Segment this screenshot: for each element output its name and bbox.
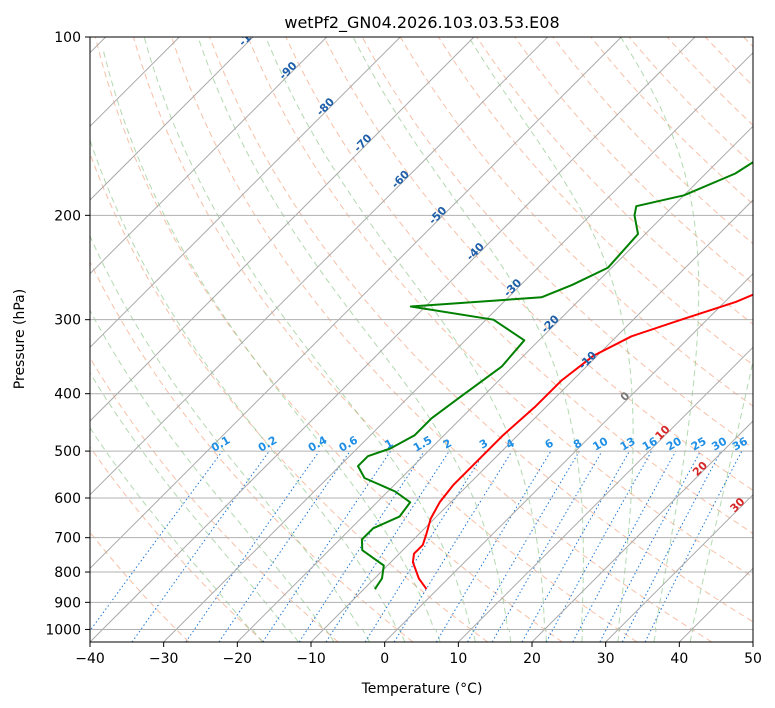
x-tick-label: −10 bbox=[296, 651, 326, 667]
y-tick-label: 100 bbox=[54, 30, 81, 46]
isotherm-label: -100 bbox=[236, 20, 265, 49]
x-tick-label: 40 bbox=[670, 651, 688, 667]
dewpoint-line bbox=[357, 161, 753, 590]
x-tick-label: −30 bbox=[149, 651, 179, 667]
y-tick-label: 600 bbox=[54, 491, 81, 507]
y-tick-label: 500 bbox=[54, 444, 81, 460]
y-tick-label: 800 bbox=[54, 565, 81, 581]
x-axis-title: Temperature (°C) bbox=[361, 681, 483, 697]
y-tick-label: 900 bbox=[54, 595, 81, 611]
mixing-ratio-line bbox=[644, 450, 743, 642]
mixing-ratio-line bbox=[90, 450, 223, 632]
isotherm bbox=[457, 346, 753, 642]
x-axis: −40 −30 −20 −10 0 10 20 30 40 50 bbox=[75, 642, 762, 667]
isotherm bbox=[90, 37, 328, 275]
x-tick-label: 30 bbox=[597, 651, 615, 667]
moist-adiabat bbox=[102, 49, 441, 642]
isotherm bbox=[163, 51, 753, 642]
temperature-line bbox=[411, 293, 753, 590]
dry-adiabat bbox=[247, 37, 753, 578]
moist-adiabat bbox=[90, 371, 299, 642]
isotherm bbox=[605, 493, 753, 642]
moist-adiabats bbox=[90, 37, 753, 642]
x-tick-label: 10 bbox=[449, 651, 467, 667]
y-tick-label: 1000 bbox=[45, 622, 81, 638]
dry-adiabat bbox=[94, 37, 563, 642]
isotherm bbox=[236, 125, 753, 642]
moist-adiabat bbox=[620, 37, 700, 642]
x-tick-label: 50 bbox=[744, 651, 762, 667]
y-tick-label: 200 bbox=[54, 208, 81, 224]
moist-adiabat bbox=[90, 309, 335, 642]
y-tick-label: 300 bbox=[54, 313, 81, 329]
mixing-ratio-line bbox=[262, 450, 392, 642]
mixing-ratio-line bbox=[521, 450, 630, 642]
y-tick-label: 700 bbox=[54, 531, 81, 547]
x-tick-label: −20 bbox=[223, 651, 253, 667]
moist-adiabat bbox=[90, 234, 371, 642]
x-tick-label: −40 bbox=[75, 651, 105, 667]
profile-lines bbox=[357, 161, 753, 590]
moist-adiabat bbox=[90, 138, 406, 642]
moist-adiabat bbox=[197, 37, 512, 642]
isotherm bbox=[90, 37, 401, 349]
isotherm bbox=[531, 420, 753, 642]
dry-adiabat bbox=[323, 37, 753, 491]
mixing-ratio-lines bbox=[90, 450, 743, 642]
moist-adiabat bbox=[265, 37, 547, 642]
mixing-ratio-line bbox=[325, 450, 450, 642]
mixing-ratio-line bbox=[572, 450, 677, 642]
mixing-ratio-line bbox=[298, 450, 425, 642]
isobar-grid bbox=[90, 37, 753, 630]
dry-adiabat bbox=[90, 446, 264, 642]
plot-frame bbox=[89, 36, 754, 643]
isotherm bbox=[90, 37, 622, 570]
moist-adiabat bbox=[689, 358, 753, 642]
isotherm bbox=[90, 37, 696, 642]
y-axis-title: Pressure (hPa) bbox=[12, 289, 28, 389]
dry-adiabat bbox=[132, 37, 638, 642]
chart-title: wetPf2_GN04.2026.103.03.53.E08 bbox=[284, 13, 559, 33]
x-tick-label: 0 bbox=[380, 651, 389, 667]
isotherm bbox=[310, 199, 753, 642]
isotherm bbox=[90, 37, 475, 422]
moist-adiabat bbox=[468, 37, 634, 642]
mixing-ratio-line bbox=[185, 450, 320, 642]
moist-adiabat bbox=[143, 37, 476, 642]
mixing-ratio-line bbox=[218, 450, 351, 642]
dry-adiabat bbox=[514, 37, 753, 285]
dry-adiabat bbox=[90, 260, 414, 642]
x-tick-label: 20 bbox=[523, 651, 541, 667]
dry-adiabats bbox=[90, 37, 753, 642]
dry-adiabat bbox=[285, 37, 753, 535]
isotherm bbox=[90, 37, 254, 201]
dry-adiabat bbox=[90, 356, 339, 642]
dry-adiabat bbox=[476, 37, 753, 325]
isotherm bbox=[90, 37, 549, 496]
moist-adiabat bbox=[90, 427, 263, 642]
mixing-ratio-line bbox=[131, 450, 270, 642]
mixing-ratio-line bbox=[545, 450, 653, 642]
y-tick-label: 400 bbox=[54, 387, 81, 403]
dry-adiabat bbox=[171, 37, 712, 642]
mixing-ratio-line bbox=[393, 450, 513, 642]
dry-adiabat bbox=[209, 37, 753, 623]
y-axis: 100 200 300 400 500 600 700 800 900 1000 bbox=[45, 30, 90, 638]
isotherm-grid bbox=[90, 37, 753, 642]
isotherm bbox=[384, 272, 753, 642]
